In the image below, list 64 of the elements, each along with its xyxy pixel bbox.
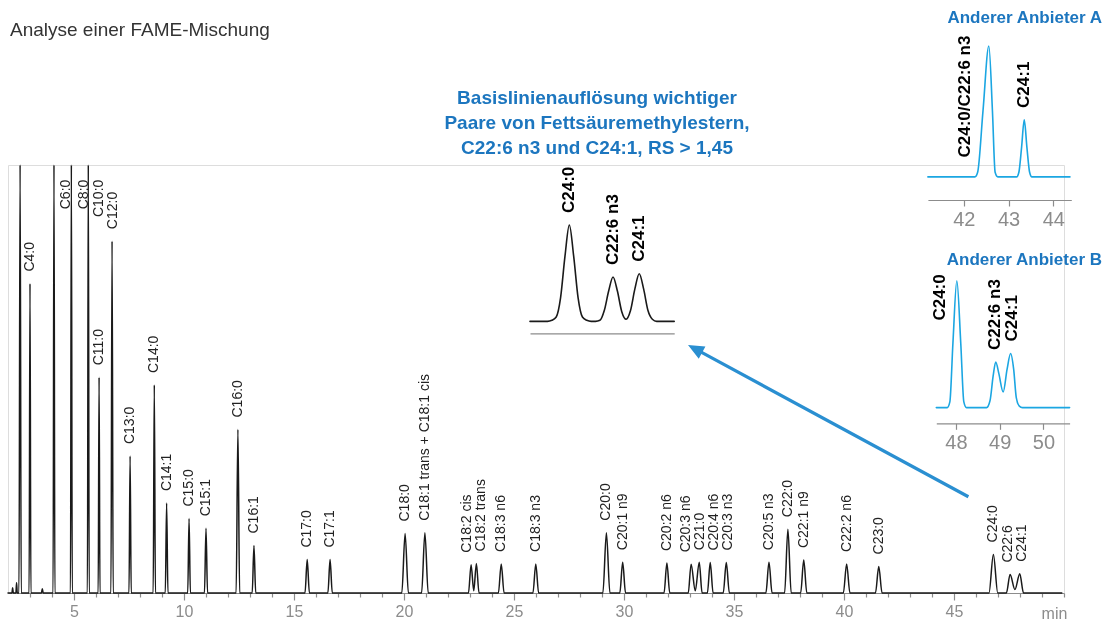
annotation: C22:6 n3 (603, 194, 623, 265)
x-tick-label: 48 (945, 430, 968, 453)
annotation: C24:1 (1001, 295, 1021, 342)
annotation: C20:0 (597, 483, 614, 521)
annotation: C24:0 (984, 504, 1001, 543)
annotation: C13:0 (121, 406, 138, 445)
chart-title: Anderer Anbieter A (947, 8, 1102, 27)
annotation: C22:2 n6 (837, 494, 854, 552)
annotation: C4:0 (21, 241, 37, 272)
annotation: C11:0 (90, 328, 107, 366)
annotation: C18:3 n3 (526, 494, 543, 552)
annotation: C24:1 (1012, 524, 1029, 562)
x-tick-label: 42 (953, 207, 976, 230)
annotation: C18:2 trans (471, 479, 488, 552)
annotation: C20:1 n9 (613, 493, 630, 551)
annotation: C24:1 (629, 215, 649, 262)
x-tick-label: 15 (285, 602, 304, 620)
annotation: C14:1 (157, 453, 174, 492)
annotation: C22:1 n9 (794, 491, 811, 549)
x-tick-label: 49 (989, 430, 1012, 453)
x-tick-label: 20 (395, 602, 414, 620)
chart-title: Anderer Anbieter B (946, 250, 1102, 269)
x-tick-label: 5 (70, 602, 80, 620)
annotation: C21:0 (690, 512, 707, 551)
annotation: C24:0 (930, 274, 950, 321)
annotation: C17:1 (321, 510, 338, 548)
annotation: C24:0 (559, 166, 579, 213)
annotation: C18:0 (396, 483, 413, 522)
annotation: C24:0/C22:6 n3 (954, 35, 974, 158)
annotation: C20:3 n3 (718, 493, 735, 551)
x-tick-label: 50 (1032, 430, 1055, 453)
x-tick-label: 44 (1042, 207, 1065, 230)
annotation: C12:0 (104, 191, 121, 230)
annotation: C15:0 (180, 468, 197, 507)
annotation: C20:2 n6 (657, 494, 674, 552)
annotation: C22:0 (778, 479, 795, 518)
annotation: C6:0 (57, 179, 74, 210)
annotation: C24:1 (1014, 61, 1034, 108)
chart-title: Analyse einer FAME-Mischung (10, 19, 270, 40)
x-tick-label: 35 (725, 602, 744, 620)
annotation: C8:0 (74, 179, 91, 210)
x-tick-label: 43 (997, 207, 1021, 230)
annotation: C14:0 (145, 335, 162, 373)
x-tick-label: 45 (945, 602, 964, 620)
annotation: C17:0 (298, 510, 315, 548)
annotation: C16:0 (228, 379, 245, 418)
annotation: C20:4 n6 (704, 493, 721, 551)
annotation: C15:1 (197, 478, 213, 517)
annotation: C23:0 (869, 516, 886, 555)
chart-title: Basislinienauflösung wichtiger Paare von Fettsäuremethylestern, C22:6 n3 und C24:1, RS > 1,45 (444, 87, 750, 158)
x-tick-label: 40 (835, 602, 854, 620)
annotation: C18:3 n6 (492, 494, 509, 552)
x-tick-label: 25 (505, 602, 524, 620)
annotation: C22:6 n3 (984, 279, 1004, 350)
x-axis-title: min (1041, 604, 1068, 622)
annotation: C22:6 (998, 525, 1015, 563)
annotation: C18:2 cis (457, 494, 474, 553)
annotation: C20:3 n6 (676, 495, 693, 553)
x-tick-label: 10 (175, 602, 194, 620)
x-tick-label: 30 (615, 602, 634, 620)
annotation: C20:5 n3 (759, 493, 776, 551)
annotation: C10:0 (90, 179, 107, 218)
annotation: C18:1 trans + C18:1 cis (415, 373, 432, 521)
annotation: C16:1 (244, 495, 261, 534)
